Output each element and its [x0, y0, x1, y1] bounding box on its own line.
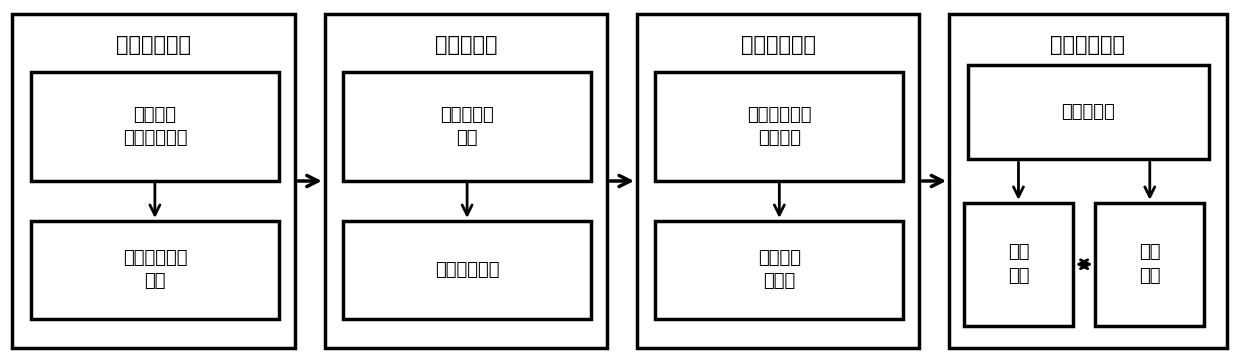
Text: 站点群可视化: 站点群可视化	[435, 261, 499, 279]
Text: 交互式探索: 交互式探索	[1061, 103, 1115, 121]
FancyBboxPatch shape	[1095, 203, 1204, 326]
FancyBboxPatch shape	[949, 14, 1227, 348]
Text: 传播模式提取: 传播模式提取	[741, 35, 815, 55]
Text: 多源异构
时空数据融合: 多源异构 时空数据融合	[123, 106, 187, 147]
Text: 可视分析系统: 可视分析系统	[1051, 35, 1125, 55]
Text: 时序粒子轨迹
跟踪: 时序粒子轨迹 跟踪	[123, 249, 187, 290]
Text: 细节
视图: 细节 视图	[1139, 244, 1161, 285]
FancyBboxPatch shape	[655, 72, 903, 181]
FancyBboxPatch shape	[968, 65, 1209, 159]
FancyBboxPatch shape	[12, 14, 295, 348]
FancyBboxPatch shape	[343, 221, 591, 319]
FancyBboxPatch shape	[343, 72, 591, 181]
Text: 动态时序网络
时间聚类: 动态时序网络 时间聚类	[747, 106, 812, 147]
Text: 兴趣站点群
检测: 兴趣站点群 检测	[440, 106, 494, 147]
FancyBboxPatch shape	[637, 14, 919, 348]
FancyBboxPatch shape	[964, 203, 1073, 326]
FancyBboxPatch shape	[655, 221, 903, 319]
FancyBboxPatch shape	[31, 221, 279, 319]
FancyBboxPatch shape	[325, 14, 607, 348]
FancyBboxPatch shape	[31, 72, 279, 181]
Text: 站点群检测: 站点群检测	[435, 35, 497, 55]
Text: 总体
概览: 总体 概览	[1007, 244, 1030, 285]
Text: 传播模式
可视化: 传播模式 可视化	[758, 249, 800, 290]
Text: 传播模型构建: 传播模型构建	[116, 35, 191, 55]
